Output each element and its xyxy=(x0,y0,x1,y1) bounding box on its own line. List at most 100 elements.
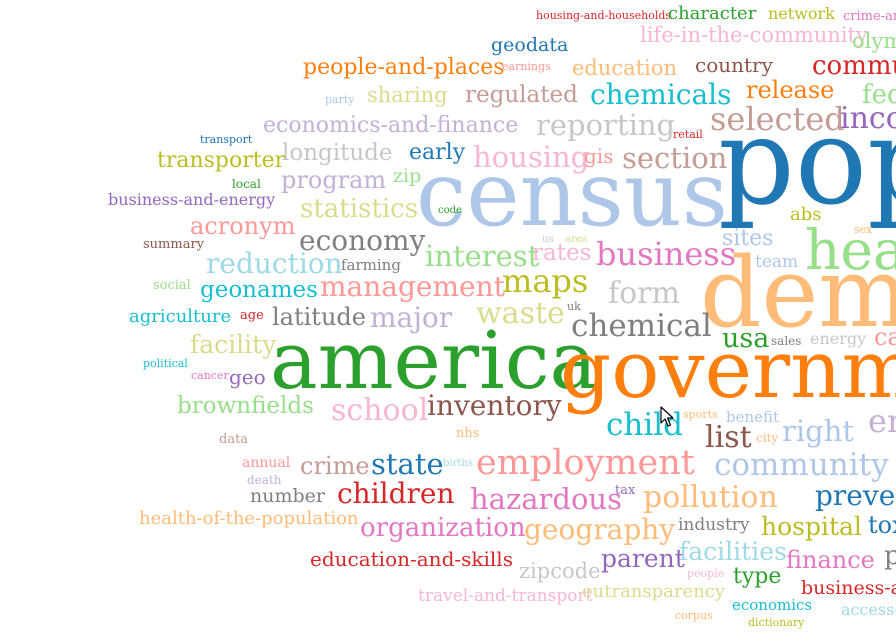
word-character: character xyxy=(668,3,757,24)
word-sex: sex xyxy=(854,223,873,236)
word-heal: heal xyxy=(805,218,896,282)
word-interest: interest xyxy=(425,239,540,273)
word-education: education xyxy=(572,56,677,80)
word-waste: waste xyxy=(476,296,565,331)
word-people-and-places: people-and-places xyxy=(303,55,505,80)
word-type: type xyxy=(733,564,782,589)
word-farming: farming xyxy=(341,256,401,274)
word-pollution: pollution xyxy=(643,480,778,515)
word-abs: abs xyxy=(790,204,822,225)
word-pop: pop xyxy=(718,93,896,232)
word-america: america xyxy=(270,314,598,407)
word-list: list xyxy=(705,420,752,455)
word-p: p xyxy=(884,541,896,571)
word-acronym: acronym xyxy=(190,212,296,240)
word-corpus: corpus xyxy=(675,609,713,622)
word-tox: tox xyxy=(868,511,896,539)
word-community: community xyxy=(714,447,889,483)
word-benefit: benefit xyxy=(726,408,780,426)
word-health-of-the-population: health-of-the-population xyxy=(139,508,359,529)
word-access: access- xyxy=(841,600,896,619)
word-dictionary: dictionary xyxy=(748,616,805,629)
word-zip: zip xyxy=(393,165,422,187)
word-agriculture: agriculture xyxy=(129,306,232,327)
word-ca: ca xyxy=(874,323,896,351)
word-uk: uk xyxy=(567,300,581,313)
word-economics-and-finance: economics-and-finance xyxy=(263,113,519,138)
word-city: city xyxy=(756,431,779,445)
word-economics: economics xyxy=(732,596,813,614)
word-census: census xyxy=(416,142,728,247)
word-area: area xyxy=(565,234,588,245)
word-geodata: geodata xyxy=(491,34,569,56)
word-facility: facility xyxy=(190,330,277,359)
word-zipcode: zipcode xyxy=(519,559,601,583)
word-transport: transport xyxy=(200,133,253,146)
word-organization: organization xyxy=(360,513,526,543)
word-right: right xyxy=(782,414,855,448)
word-sharing: sharing xyxy=(367,83,448,107)
word-nhs: nhs xyxy=(456,426,480,441)
word-state: state xyxy=(371,447,444,481)
word-usa: usa xyxy=(722,323,770,354)
word-program: program xyxy=(281,166,387,194)
word-reduction: reduction xyxy=(206,247,343,280)
word-crime-ar: crime-ar xyxy=(843,9,896,24)
word-children: children xyxy=(337,477,455,510)
word-death: death xyxy=(247,473,282,487)
word-longitude: longitude xyxy=(282,140,393,166)
word-cancer: cancer xyxy=(191,369,229,382)
word-education-and-skills: education-and-skills xyxy=(310,547,513,571)
word-maps: maps xyxy=(502,262,589,300)
word-data: data xyxy=(219,432,249,447)
word-facilities: facilities xyxy=(679,537,787,566)
word-fed: fed xyxy=(862,80,896,110)
word-summary: summary xyxy=(143,237,205,252)
word-en: en xyxy=(868,402,896,440)
word-industry: industry xyxy=(678,515,750,535)
word-tax: tax xyxy=(615,483,636,498)
word-employment: employment xyxy=(476,443,695,483)
word-inventory: inventory xyxy=(427,389,562,422)
word-us: us xyxy=(542,234,554,245)
word-latitude: latitude xyxy=(272,303,366,331)
word-chemical: chemical xyxy=(571,308,712,344)
word-release: release xyxy=(746,76,835,104)
word-management: management xyxy=(320,270,505,303)
word-governm: governm xyxy=(560,323,896,416)
word-team: team xyxy=(755,252,799,272)
word-statistics: statistics xyxy=(300,194,419,224)
word-travel-and-transport: travel-and-transport xyxy=(418,586,593,606)
word-demo: demo xyxy=(700,237,896,349)
word-party: party xyxy=(325,93,355,106)
word-inco: inco xyxy=(840,101,896,136)
word-section: section xyxy=(622,141,728,175)
word-regulated: regulated xyxy=(465,82,578,108)
word-life-in-the-community: life-in-the-community xyxy=(640,23,868,47)
word-major: major xyxy=(370,301,453,334)
word-parent: parent xyxy=(601,544,685,573)
mouse-pointer-icon xyxy=(660,406,674,427)
word-chemicals: chemicals xyxy=(590,78,732,111)
word-eutransparency: eutransparency xyxy=(582,581,725,602)
word-social: social xyxy=(153,278,191,293)
word-earnings: earnings xyxy=(502,60,551,73)
word-sites: sites xyxy=(722,226,774,251)
word-annual: annual xyxy=(242,455,291,471)
word-brownfields: brownfields xyxy=(177,393,314,419)
word-hazardous: hazardous xyxy=(470,482,622,516)
word-births: births xyxy=(443,458,473,469)
word-local: local xyxy=(232,177,261,191)
word-crime: crime xyxy=(300,452,370,480)
word-age: age xyxy=(240,308,264,323)
word-school: school xyxy=(331,393,429,428)
word-retail: retail xyxy=(673,128,703,141)
word-commu: commu xyxy=(812,51,896,81)
word-hospital: hospital xyxy=(761,512,862,541)
word-network: network xyxy=(768,4,835,23)
word-energy: energy xyxy=(810,329,867,348)
word-business: business xyxy=(596,235,737,273)
word-economy: economy xyxy=(299,224,426,257)
word-geography: geography xyxy=(524,513,676,546)
word-early: early xyxy=(409,140,466,165)
